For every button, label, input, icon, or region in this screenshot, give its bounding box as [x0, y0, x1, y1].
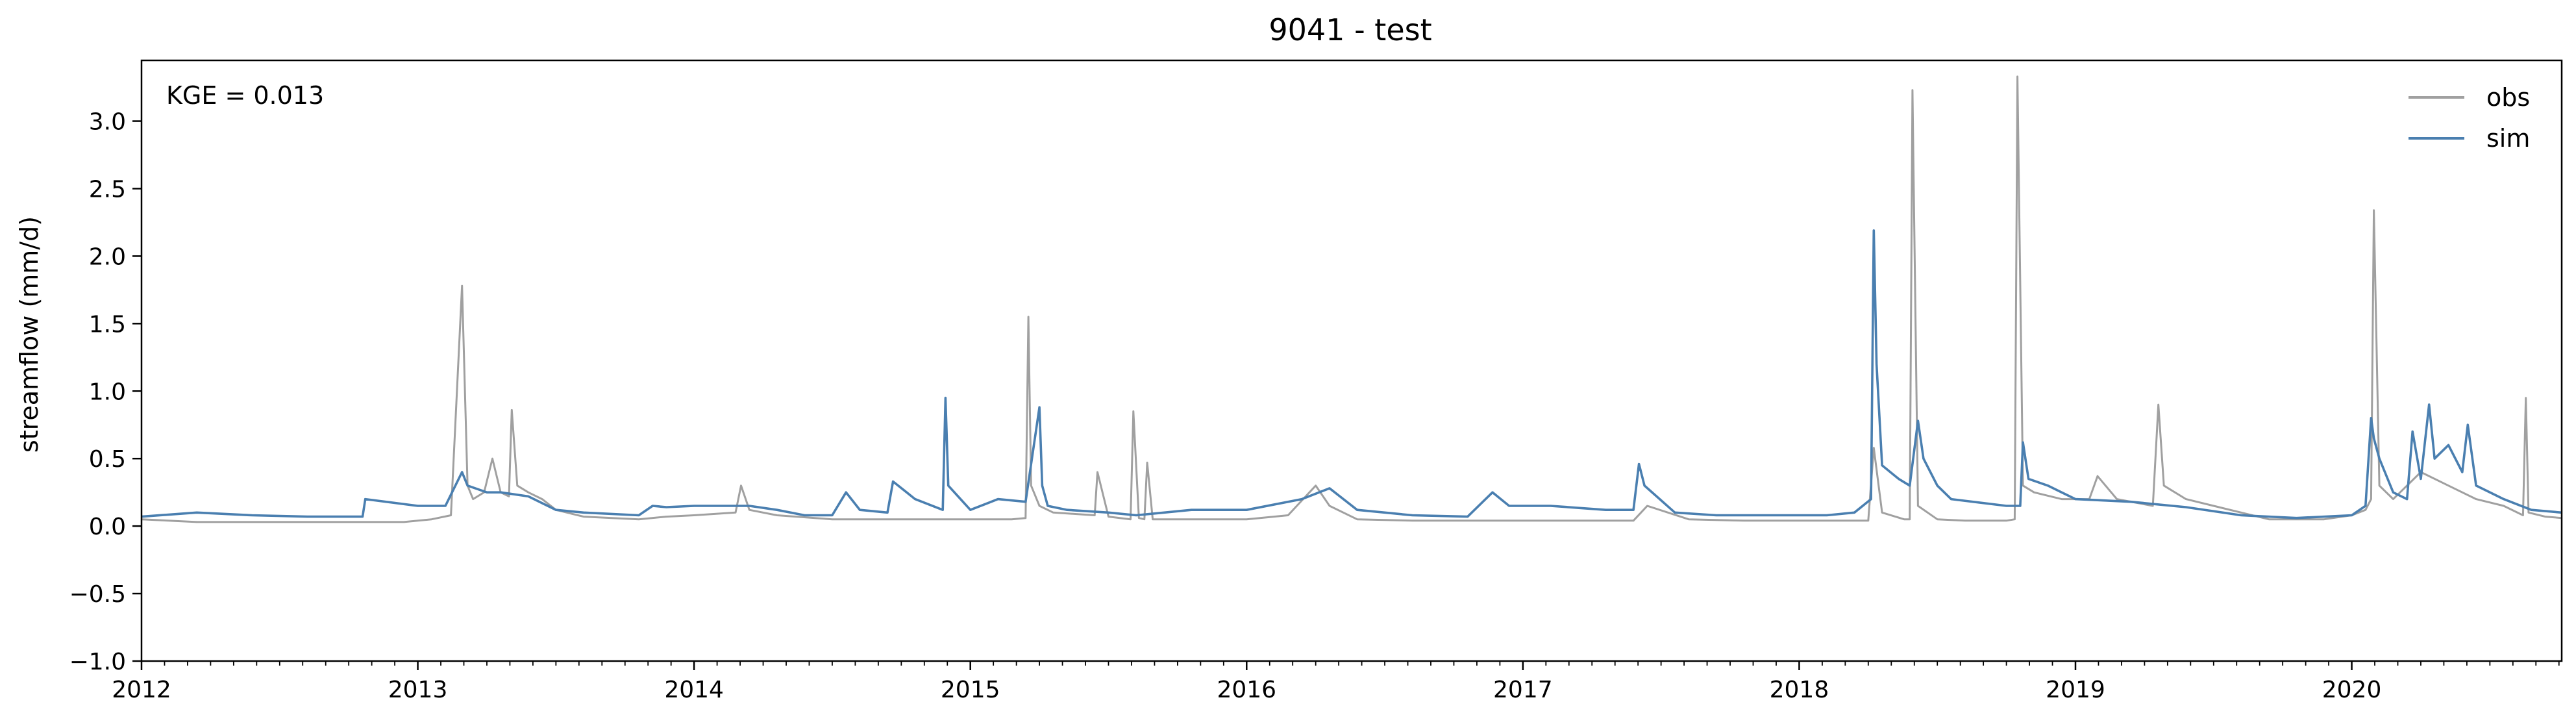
x-tick-label-2015: 2015: [941, 677, 1000, 703]
y-tick-label: 0.0: [89, 514, 126, 540]
kge-annotation: KGE = 0.013: [166, 81, 324, 110]
x-tick-label-2016: 2016: [1217, 677, 1276, 703]
y-tick-label: 0.5: [89, 446, 126, 473]
x-tick-label-2014: 2014: [664, 677, 724, 703]
y-tick-label: −1.0: [69, 649, 126, 675]
legend: obs sim: [2409, 83, 2530, 153]
chart-title: 9041 - test: [1269, 12, 1431, 47]
x-tick-label-2013: 2013: [388, 677, 448, 703]
y-axis: −1.0 −0.5 0.0 0.5 1.0 1.5 2.0 2.5 3.0: [69, 109, 142, 675]
y-tick-label: 1.5: [89, 311, 126, 338]
x-tick-label-2020: 2020: [2322, 677, 2382, 703]
x-tick-label-2019: 2019: [2046, 677, 2105, 703]
x-tick-label-2018: 2018: [1770, 677, 1829, 703]
series-line-obs: [141, 75, 2562, 523]
y-tick-label: 1.0: [89, 379, 126, 405]
plot-lines: [141, 75, 2562, 523]
series-line-sim: [141, 229, 2562, 519]
x-tick-label-2012: 2012: [112, 677, 171, 703]
y-axis-label: streamflow (mm/d): [15, 216, 43, 453]
y-tick-label: 2.0: [89, 244, 126, 270]
legend-label-sim: sim: [2486, 124, 2530, 153]
y-tick-label: 2.5: [89, 176, 126, 203]
legend-label-obs: obs: [2486, 83, 2530, 112]
x-tick-label-2017: 2017: [1493, 677, 1553, 703]
y-tick-label: 3.0: [89, 109, 126, 136]
y-tick-label: −0.5: [69, 581, 126, 608]
plot-frame: [140, 59, 2563, 662]
x-axis: 2012 2013 2014 2015 2016 2017 2018 2019 2020: [112, 661, 2560, 703]
